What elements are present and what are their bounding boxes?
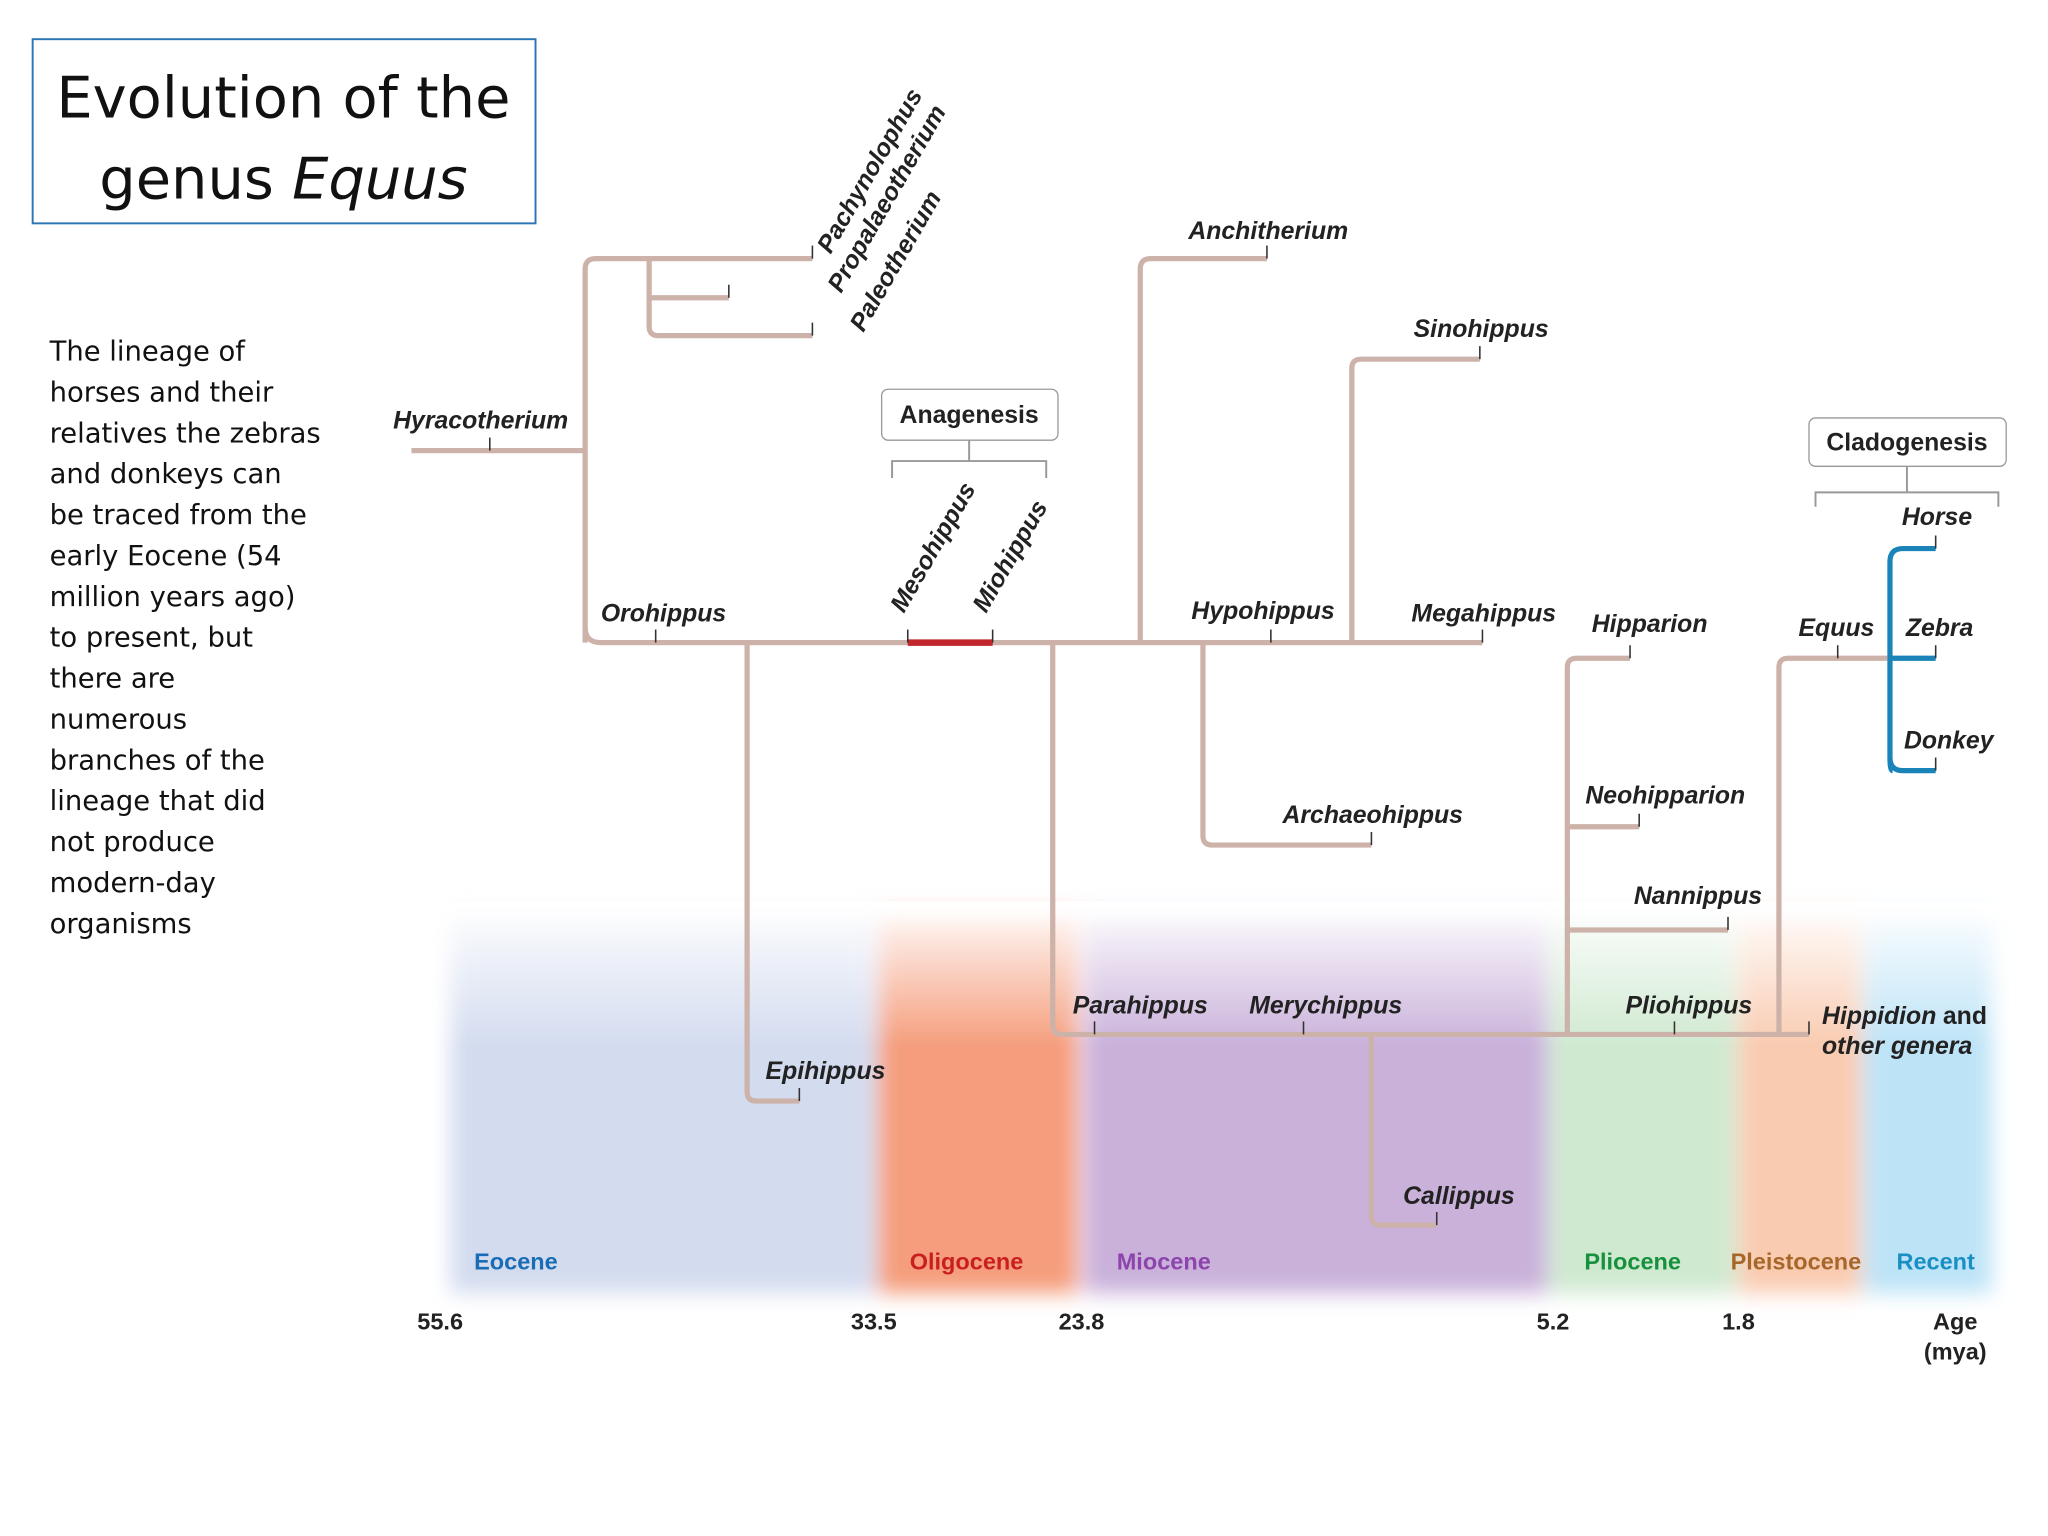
taxon-label: Anchitherium xyxy=(1187,218,1348,245)
taxon-label: Sinohippus xyxy=(1414,316,1549,343)
epoch-label: Recent xyxy=(1896,1249,1975,1275)
age-label: 55.6 xyxy=(417,1309,463,1335)
taxon-label: Neohipparion xyxy=(1585,782,1745,809)
taxon-label: Pliohippus xyxy=(1625,993,1752,1020)
title-italic: Equus xyxy=(292,146,468,213)
epoch-label: Pleistocene xyxy=(1731,1249,1862,1275)
description-line: organisms xyxy=(50,909,192,940)
description-line: and donkeys can xyxy=(50,459,282,490)
taxon-label: Equus xyxy=(1799,615,1875,642)
callout: Cladogenesis xyxy=(1826,430,1987,457)
taxon-label: Parahippus xyxy=(1073,993,1208,1020)
description-line: be traced from the xyxy=(50,500,307,531)
description-line: lineage that did xyxy=(50,786,266,817)
axis-label: (mya) xyxy=(1924,1339,1987,1365)
taxon-label: Epihippus xyxy=(766,1058,886,1085)
taxon-name: Hippidion xyxy=(1822,1003,1936,1030)
cladogenesis-branch xyxy=(1887,545,1936,774)
taxon-label: Mesohippus xyxy=(886,478,982,617)
branch xyxy=(1564,655,1888,1035)
description-line: modern-day xyxy=(50,868,216,899)
description-line: million years ago) xyxy=(50,582,296,613)
taxon-label: Orohippus xyxy=(601,601,726,628)
branch xyxy=(744,642,1809,1228)
description-line: numerous xyxy=(50,704,187,735)
taxon-label: Nannippus xyxy=(1634,883,1762,910)
axis-label: Age xyxy=(1933,1309,1977,1335)
title-word: genus xyxy=(99,146,274,213)
taxon-label: other genera xyxy=(1822,1033,1972,1060)
taxon-label: Merychippus xyxy=(1249,993,1402,1020)
title-box xyxy=(31,38,537,225)
age-label: 33.5 xyxy=(851,1309,897,1335)
title-line: genus Equus xyxy=(99,146,467,213)
branch xyxy=(411,255,813,643)
description-line: there are xyxy=(50,664,176,695)
epoch-label: Miocene xyxy=(1117,1249,1211,1275)
description-line: early Eocene (54 xyxy=(50,541,282,572)
branch xyxy=(582,255,1483,646)
band-fade xyxy=(431,901,2012,1320)
description-line: relatives the zebras xyxy=(50,418,321,449)
description-line: The lineage of xyxy=(49,336,247,367)
taxon-label: Miohippus xyxy=(968,496,1053,617)
ticks xyxy=(489,245,1937,1226)
anagenesis-bracket xyxy=(891,440,1048,479)
taxon-label: Callippus xyxy=(1403,1183,1515,1210)
epoch-label: Oligocene xyxy=(910,1249,1024,1275)
age-label: 5.2 xyxy=(1537,1309,1570,1335)
taxon-label: Hypohippus xyxy=(1191,598,1334,625)
taxon-label: Horse xyxy=(1902,504,1972,531)
epoch-label: Eocene xyxy=(474,1249,558,1275)
taxon-label: Donkey xyxy=(1904,727,1995,754)
taxon-word: and xyxy=(1943,1003,1987,1030)
epoch-label: Pliocene xyxy=(1584,1249,1681,1275)
age-label: 1.8 xyxy=(1722,1309,1755,1335)
taxon-label: Hippidion and xyxy=(1822,1003,1987,1030)
taxon-label: Hipparion xyxy=(1592,611,1708,638)
description-line: horses and their xyxy=(50,377,274,408)
callout: Anagenesis xyxy=(900,402,1039,429)
age-label: 23.8 xyxy=(1059,1309,1105,1335)
description-line: not produce xyxy=(50,827,215,858)
description-line: branches of the xyxy=(50,745,265,776)
taxon-label: Megahippus xyxy=(1411,601,1556,628)
description-line: to present, but xyxy=(50,623,254,654)
tree xyxy=(411,255,1888,1228)
taxon-label: Archaeohippus xyxy=(1281,802,1463,829)
taxon-label: Zebra xyxy=(1905,615,1974,642)
cladogenesis-bracket xyxy=(1814,466,2000,507)
title-line: Evolution of the xyxy=(56,65,510,132)
taxon-label: Hyracotherium xyxy=(393,407,568,434)
